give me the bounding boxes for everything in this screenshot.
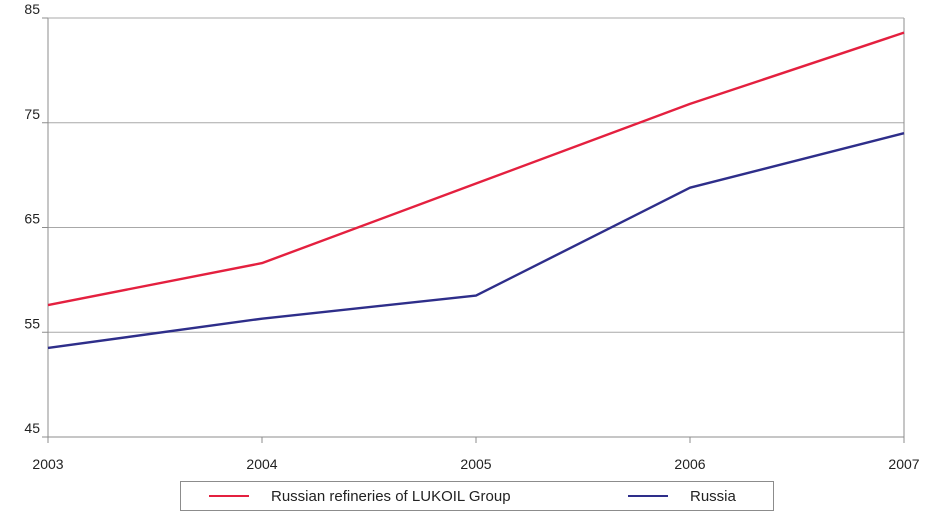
y-axis-ticks: 45 55 65 75 85	[24, 1, 48, 438]
legend-swatch-lukoil	[209, 495, 249, 497]
legend-label-russia: Russia	[690, 487, 736, 505]
y-tick-label: 45	[24, 420, 40, 436]
x-tick-label: 2006	[674, 456, 705, 472]
x-tick-label: 2005	[460, 456, 491, 472]
legend-item-lukoil: Russian refineries of LUKOIL Group	[209, 482, 511, 510]
legend-swatch-russia	[628, 495, 668, 497]
series-line-0	[47, 31, 905, 307]
series-line-1	[47, 132, 905, 350]
y-tick-label: 55	[24, 315, 40, 331]
y-tick-label: 75	[24, 106, 40, 122]
series-lines	[47, 31, 905, 350]
x-tick-label: 2007	[888, 456, 919, 472]
gridlines	[48, 17, 904, 333]
legend-item-russia: Russia	[628, 482, 736, 510]
x-tick-label: 2004	[246, 456, 277, 472]
y-tick-label: 85	[24, 1, 40, 17]
legend-label-lukoil: Russian refineries of LUKOIL Group	[271, 487, 511, 505]
x-axis-ticks: 2003 2004 2005 2006 2007	[32, 437, 920, 472]
legend: Russian refineries of LUKOIL Group Russi…	[180, 481, 774, 511]
y-tick-label: 65	[24, 211, 40, 227]
x-tick-label: 2003	[32, 456, 63, 472]
